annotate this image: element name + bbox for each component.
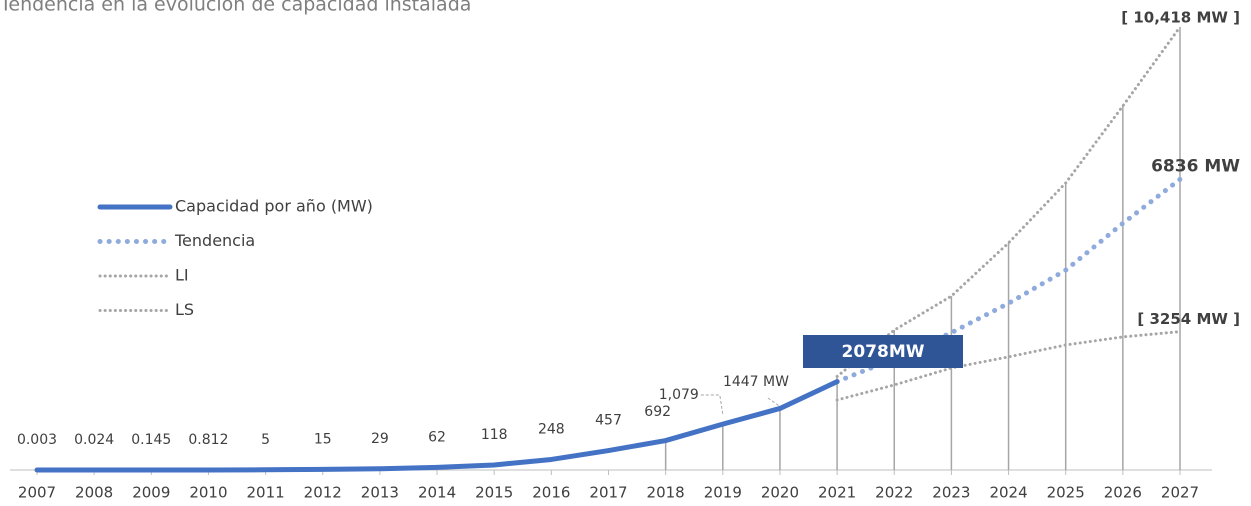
data-label: 5: [261, 432, 270, 448]
data-label: 6836 MW: [1151, 156, 1240, 176]
x-tick-label: 2016: [532, 484, 570, 502]
x-tick-label: 2020: [761, 484, 799, 502]
data-label: 29: [371, 431, 389, 447]
chart-title: Tendencia en la evolución de capacidad i…: [0, 0, 471, 16]
x-tick-label: 2013: [361, 484, 399, 502]
data-label: 692: [644, 404, 671, 420]
x-tick-label: 2008: [75, 484, 113, 502]
label-box: [803, 335, 963, 368]
x-tick-label: 2014: [418, 484, 456, 502]
x-tick-label: 2023: [932, 484, 970, 502]
legend-label: Capacidad por año (MW): [175, 197, 373, 216]
data-label: 457: [595, 413, 622, 429]
x-tick-label: 2025: [1047, 484, 1085, 502]
data-label: 2078MW: [842, 342, 925, 362]
data-label: 1447 MW: [723, 374, 789, 390]
data-label: 0.145: [131, 432, 171, 448]
data-label: 1,079: [659, 387, 699, 403]
x-tick-label: 2021: [818, 484, 856, 502]
legend-label: Tendencia: [174, 231, 255, 250]
series-line: [34, 379, 840, 473]
data-label: 118: [481, 427, 508, 443]
x-tick-label: 2027: [1161, 484, 1199, 502]
x-tick-label: 2019: [704, 484, 742, 502]
data-label: 0.812: [188, 432, 228, 448]
x-tick-label: 2018: [647, 484, 685, 502]
leader-line: [700, 394, 724, 415]
data-label: [ 10,418 MW ]: [1121, 9, 1240, 27]
x-tick-label: 2010: [189, 484, 227, 502]
data-label: 248: [538, 421, 565, 437]
data-label: 15: [314, 431, 332, 447]
data-label: 0.003: [17, 432, 57, 448]
x-tick-label: 2022: [875, 484, 913, 502]
leader-line: [767, 397, 781, 407]
legend-label: LI: [175, 266, 189, 285]
x-tick-label: 2024: [989, 484, 1027, 502]
x-tick-label: 2017: [589, 484, 627, 502]
data-label: 0.024: [74, 432, 114, 448]
x-tick-label: 2007: [18, 484, 56, 502]
x-tick-label: 2011: [247, 484, 285, 502]
x-tick-label: 2012: [304, 484, 342, 502]
x-tick-label: 2009: [132, 484, 170, 502]
x-tick-label: 2026: [1104, 484, 1142, 502]
legend-label: LS: [175, 300, 194, 319]
data-label: [ 3254 MW ]: [1137, 310, 1240, 328]
series-line: [835, 25, 1182, 378]
x-tick-label: 2015: [475, 484, 513, 502]
data-label: 62: [428, 429, 446, 445]
